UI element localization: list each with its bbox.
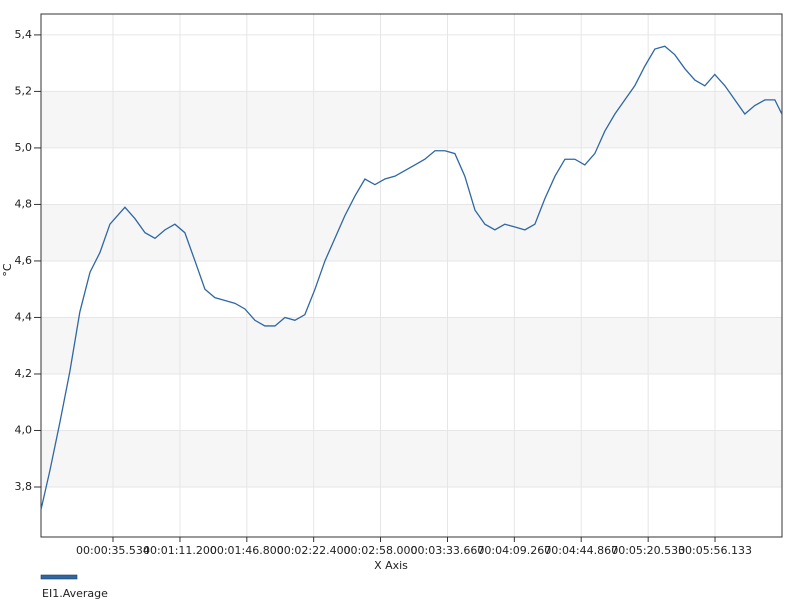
- y-tick-label: 3,8: [15, 480, 33, 493]
- x-axis-label: X Axis: [374, 559, 408, 572]
- data-line: [40, 45, 783, 510]
- legend-swatch: [40, 574, 78, 580]
- x-tick-label: 00:05:20.533: [611, 544, 685, 557]
- y-tick-label: 5,2: [15, 84, 33, 97]
- y-tick-label: 5,4: [15, 28, 33, 41]
- legend-label: EI1.Average: [42, 587, 108, 600]
- plot-frame: [40, 13, 783, 538]
- y-tick-label: 5,0: [15, 141, 33, 154]
- grid-band: [41, 204, 782, 261]
- y-tick-label: 4,4: [15, 310, 33, 323]
- x-tick-label: 00:04:09.267: [477, 544, 551, 557]
- x-tick-label: 00:01:46.800: [210, 544, 284, 557]
- x-tick-label: 00:05:56.133: [678, 544, 752, 557]
- y-tick-label: 4,6: [15, 254, 33, 267]
- x-tick-label: 00:00:35.534: [76, 544, 150, 557]
- grid-band: [41, 430, 782, 487]
- y-axis-label: °C: [1, 263, 14, 277]
- y-tick-label: 4,2: [15, 367, 33, 380]
- x-tick-label: 00:02:22.400: [277, 544, 351, 557]
- grid-band: [41, 317, 782, 374]
- x-tick-label: 00:02:58.000: [344, 544, 418, 557]
- x-tick-label: 00:03:33.667: [411, 544, 485, 557]
- x-tick-label: 00:01:11.200: [143, 544, 217, 557]
- y-tick-label: 4,0: [15, 423, 33, 436]
- x-tick-label: 00:04:44.867: [544, 544, 618, 557]
- y-tick-label: 4,8: [15, 197, 33, 210]
- grid-band: [41, 91, 782, 148]
